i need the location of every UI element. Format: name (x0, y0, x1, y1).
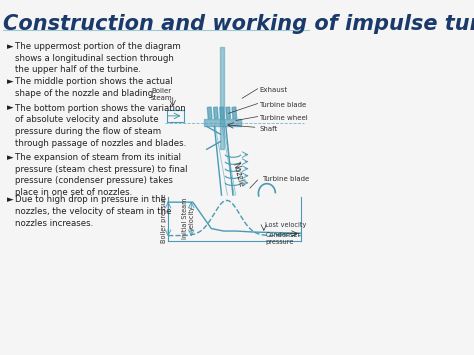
Text: The middle portion shows the actual
shape of the nozzle and blading.: The middle portion shows the actual shap… (15, 77, 173, 98)
Bar (214, 107, 218, 119)
Bar (166, 110, 183, 122)
Text: Construction and working of impulse turbine: Construction and working of impulse turb… (3, 14, 474, 34)
Text: The uppermost portion of the diagram
shows a longitudinal section through
the up: The uppermost portion of the diagram sho… (15, 42, 181, 75)
Bar (220, 107, 224, 119)
Text: Exhaust: Exhaust (259, 87, 287, 93)
Text: Turbine blade: Turbine blade (262, 176, 310, 182)
Text: Initial Steam
velocity: Initial Steam velocity (182, 197, 195, 239)
Text: Condenser
pressure: Condenser pressure (265, 232, 301, 245)
Text: ►: ► (7, 104, 14, 113)
Bar (220, 47, 224, 149)
Text: Lost velocity: Lost velocity (265, 222, 307, 228)
Text: ►: ► (7, 77, 14, 86)
Text: Due to high drop in pressure in the
nozzles, the velocity of steam in the
nozzle: Due to high drop in pressure in the nozz… (15, 195, 172, 228)
Text: Turbine wheel: Turbine wheel (259, 115, 308, 121)
Text: The expansion of steam from its initial
pressure (steam chest pressure) to final: The expansion of steam from its initial … (15, 153, 188, 197)
Text: ►: ► (7, 42, 14, 51)
Text: Boiler
steam: Boiler steam (151, 88, 172, 101)
Text: ►: ► (7, 153, 14, 162)
Text: Turbine blade: Turbine blade (259, 102, 306, 108)
Bar (204, 119, 241, 126)
Text: Nozzle: Nozzle (230, 162, 245, 189)
Text: ►: ► (7, 195, 14, 204)
Bar (226, 107, 230, 119)
Text: Boiler pressure: Boiler pressure (162, 193, 167, 243)
Text: The bottom portion shows the variation
of absolute velocity and absolute
pressur: The bottom portion shows the variation o… (15, 104, 187, 148)
Bar (232, 107, 237, 119)
Bar (208, 107, 212, 119)
Text: Shaft: Shaft (259, 126, 277, 132)
